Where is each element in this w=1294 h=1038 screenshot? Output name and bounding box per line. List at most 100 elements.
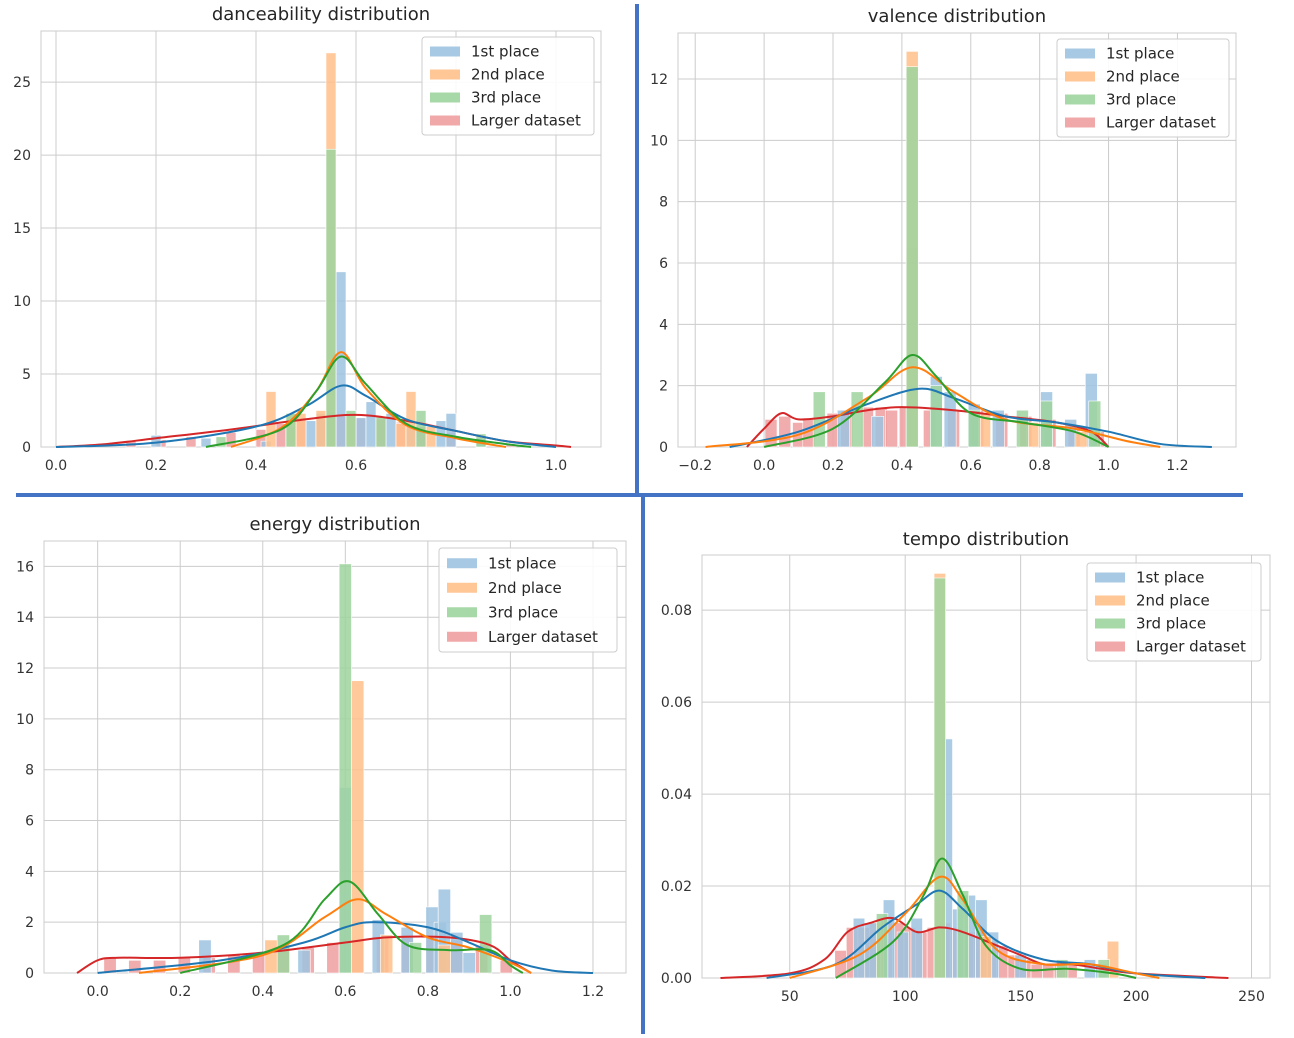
x-tick-label: 0.6: [334, 984, 356, 1000]
histogram-bar: [930, 385, 943, 448]
danceability-chart: 0.0 0.2 0.4 0.6 0.8 1.0 0 5 10 15 20 25 danceability…: [0, 0, 620, 490]
kde-line: [138, 898, 532, 974]
legend-swatch: [1095, 618, 1125, 629]
vertical-divider: [635, 4, 639, 496]
legend-swatch: [430, 92, 460, 103]
histogram-bar: [338, 563, 352, 974]
histogram-bar: [297, 949, 311, 974]
y-tick-label: 5: [22, 367, 31, 383]
legend-label: 1st place: [1136, 569, 1204, 587]
legend-label: 2nd place: [1136, 592, 1210, 610]
histogram-bar: [910, 917, 923, 979]
x-tick-label: 0.8: [445, 458, 467, 474]
x-tick-label: 1.2: [582, 984, 604, 1000]
y-tick-label: 0: [25, 966, 34, 982]
histogram-bar: [276, 934, 290, 974]
y-tick-label: 8: [659, 195, 668, 211]
legend-label: 2nd place: [1106, 68, 1180, 86]
y-tick-label: 0.04: [661, 787, 692, 803]
histogram-bar: [128, 959, 142, 974]
kde-line: [789, 875, 1160, 979]
histogram-bar: [764, 419, 778, 448]
x-tick-label: 0.8: [1029, 458, 1051, 474]
legend-swatch: [1065, 71, 1095, 82]
histogram-bar: [375, 416, 387, 448]
legend-label: Larger dataset: [1106, 114, 1216, 132]
x-tick-label: 0.4: [891, 458, 913, 474]
x-tick-label: 0.0: [45, 458, 67, 474]
x-tick-label: 0.0: [87, 984, 109, 1000]
x-tick-label: 250: [1238, 989, 1265, 1005]
x-tick-label: 0.2: [822, 458, 844, 474]
x-tick-label: 0.4: [245, 458, 267, 474]
legend-swatch: [430, 69, 460, 80]
x-tick-label: 0.4: [252, 984, 274, 1000]
x-tick-label: 0.2: [145, 458, 167, 474]
histogram-bar: [325, 148, 337, 448]
y-tick-label: 2: [25, 915, 34, 931]
legend-label: Larger dataset: [1136, 638, 1246, 656]
legend-label: 1st place: [471, 43, 539, 61]
energy-chart: 0.0 0.2 0.4 0.6 0.8 1.0 1.2 0 2 4 6 8 10 12 14 16 energy…: [0, 505, 640, 1005]
histogram-bar: [215, 436, 227, 448]
chart-svg: −0.2 0.0 0.2 0.4 0.6 0.8 1.0 1.2 0 2 4 6 8 10 12 valenc…: [650, 6, 1237, 474]
y-tick-label: 10: [650, 133, 668, 149]
x-tick-label: 100: [892, 989, 919, 1005]
legend-swatch: [447, 631, 477, 642]
chart-svg: 0.0 0.2 0.4 0.6 0.8 1.0 0 5 10 15 20 25 danceability…: [13, 4, 602, 474]
y-tick-label: 0: [22, 440, 31, 456]
x-tick-label: 1.0: [545, 458, 567, 474]
legend-swatch: [1095, 595, 1125, 606]
y-tick-label: 0: [659, 440, 668, 456]
tempo-chart: 50 100 150 200 250 0.00 0.02 0.04 0.06 0.08 tempo …: [645, 520, 1294, 1015]
vertical-divider-lower: [641, 496, 645, 1034]
legend-swatch: [1095, 641, 1125, 652]
legend-swatch: [447, 558, 477, 569]
histogram-bar: [305, 420, 317, 448]
histogram-bar: [871, 416, 885, 448]
y-tick-label: 6: [659, 256, 668, 272]
chart-title: valence distribution: [868, 6, 1046, 27]
x-tick-label: 0.6: [960, 458, 982, 474]
legend-swatch: [430, 46, 460, 57]
histogram-bar: [345, 410, 357, 448]
y-tick-label: 0.08: [661, 603, 692, 619]
y-tick-label: 15: [13, 221, 31, 237]
x-tick-label: 1.0: [499, 984, 521, 1000]
histogram-bar: [885, 409, 898, 448]
histogram-bar: [1040, 400, 1053, 448]
legend-label: 3rd place: [488, 603, 558, 621]
x-tick-label: 1.0: [1097, 458, 1119, 474]
histogram-bar: [1042, 963, 1055, 979]
histogram-bar: [967, 409, 981, 448]
x-tick-label: 200: [1123, 989, 1150, 1005]
chart-title: danceability distribution: [212, 4, 430, 25]
x-tick-label: 0.0: [753, 458, 775, 474]
y-tick-label: 20: [13, 148, 31, 164]
histogram-bar: [905, 66, 919, 448]
x-tick-label: 150: [1007, 989, 1034, 1005]
legend-label: 1st place: [1106, 45, 1174, 63]
legend-label: 2nd place: [471, 66, 545, 84]
histogram-bar: [437, 944, 451, 974]
legend-label: 1st place: [488, 554, 556, 572]
histogram-bar: [462, 952, 476, 974]
kde-line: [729, 387, 1212, 448]
kde-line: [179, 880, 524, 974]
y-tick-label: 16: [16, 559, 34, 575]
x-tick-label: 50: [781, 989, 799, 1005]
y-tick-label: 10: [16, 712, 34, 728]
legend-swatch: [1065, 48, 1095, 59]
legend: [1056, 38, 1230, 138]
y-tick-label: 6: [25, 814, 34, 830]
legend: [421, 36, 595, 136]
legend-label: Larger dataset: [488, 628, 598, 646]
histogram-bar: [425, 426, 437, 448]
chart-title: energy distribution: [249, 514, 420, 535]
histogram-bar: [1016, 409, 1029, 448]
histogram-bar: [380, 934, 394, 974]
histogram-bar: [326, 942, 340, 974]
legend-swatch: [447, 607, 477, 618]
histogram-bar: [365, 401, 377, 448]
histogram-bar: [185, 436, 197, 448]
